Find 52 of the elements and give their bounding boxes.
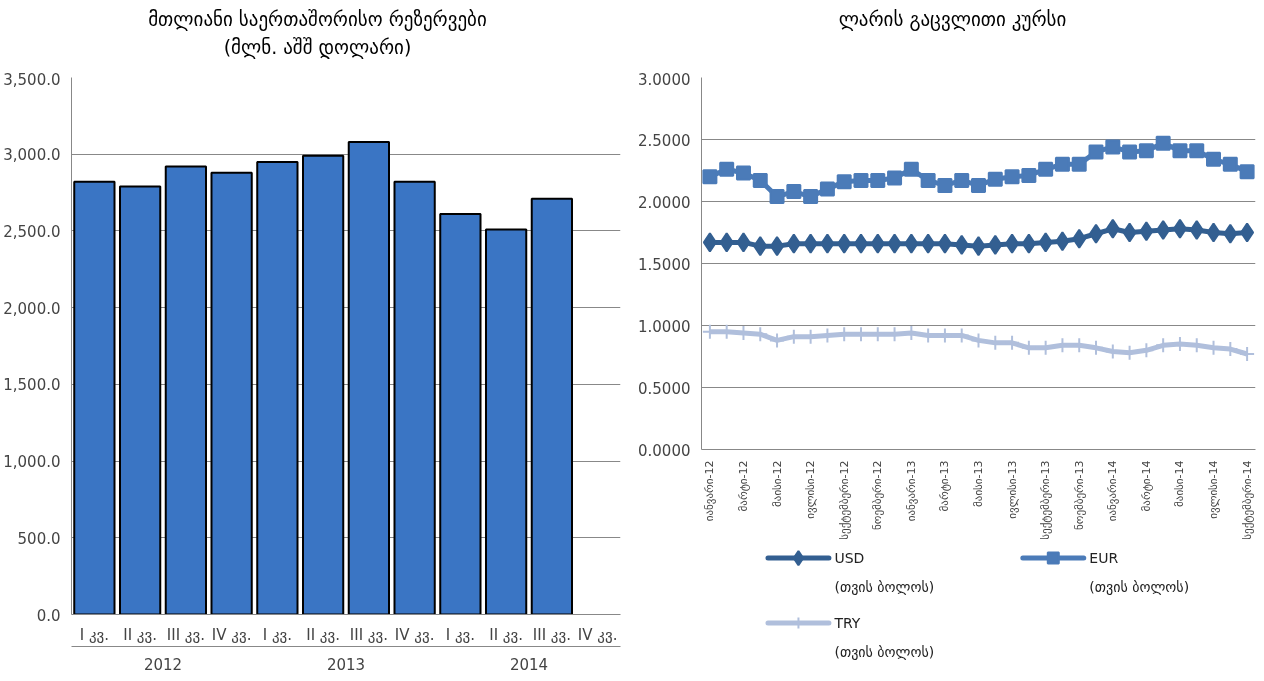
y-tick-label: 1,000.0	[3, 453, 61, 472]
chart-title: მთლიანი საერთაშორისო რეზერვები (მლნ. აშშ დოლარი)	[148, 7, 487, 61]
y-tick-label: 2.5000	[638, 131, 691, 150]
y-tick-label: 3.0000	[638, 70, 691, 89]
x-tick-label: IV კვ.	[394, 625, 435, 644]
x-tick-label: მარტი-14	[1139, 460, 1153, 512]
text: 2013	[326, 655, 366, 674]
legend-label: EUR (თვის ბოლოს)	[1089, 550, 1190, 595]
y-tick-label: 2.0000	[638, 193, 691, 212]
y-tick-label: 0.0000	[638, 441, 691, 460]
x-tick-label: იანვარი-12	[703, 460, 717, 522]
y-tick-label: 3,000.0	[3, 146, 61, 165]
x-tick-label: IV კვ.	[211, 625, 252, 644]
x-tick-label: იანვარი-13	[904, 460, 918, 522]
x-tick-label: II კვ.	[489, 625, 523, 644]
y-tick-label: 500.0	[17, 529, 61, 548]
x-tick-label: სექტემბერი-12	[837, 460, 851, 540]
x-tick-label: ივლისი-12	[804, 460, 818, 519]
x-tick-label: იანვარი-14	[1106, 460, 1120, 522]
y-tick-label: 0.5000	[638, 379, 691, 398]
x-tick-label: III კვ.	[532, 625, 571, 644]
x-tick-label: III კვ.	[349, 625, 388, 644]
y-tick-label: 1.0000	[638, 317, 691, 336]
legend-label: TRY (თვის ბოლოს)	[833, 615, 935, 660]
y-tick-label: 0.0	[36, 606, 61, 625]
x-tick-label: III კვ.	[166, 625, 205, 644]
y-tick-label: 1.5000	[638, 255, 691, 274]
x-tick-label: I კვ.	[445, 625, 476, 644]
chart-title: ლარის გაცვლითი კურსი	[838, 7, 1067, 33]
x-tick-label: მაისი-12	[770, 460, 784, 507]
x-tick-label: მარტი-13	[938, 460, 952, 512]
x-tick-label: IV კვ.	[577, 625, 618, 644]
x-tick-label: ნოემბერი-13	[1072, 460, 1086, 530]
y-tick-label: 2,000.0	[3, 299, 61, 318]
x-tick-label: მაისი-14	[1173, 460, 1187, 507]
text: 2014	[509, 655, 549, 674]
x-tick-label: სექტემბერი-14	[1240, 460, 1254, 540]
x-tick-label: მაისი-13	[972, 460, 985, 507]
x-tick-label: ივლისი-13	[1005, 460, 1019, 519]
x-tick-label: ივლისი-14	[1207, 460, 1221, 519]
y-tick-label: 2,500.0	[3, 222, 61, 241]
x-tick-label: მარტი-12	[736, 460, 750, 512]
y-tick-label: 3,500.0	[3, 70, 61, 89]
x-tick-label: II კვ.	[123, 625, 157, 644]
x-tick-label: სექტემბერი-13	[1039, 460, 1053, 540]
legend-label: USD (თვის ბოლოს)	[834, 550, 935, 595]
x-tick-label: I კვ.	[79, 625, 110, 644]
x-tick-label: I კვ.	[262, 625, 293, 644]
x-tick-label: ნოემბერი-12	[871, 460, 885, 530]
x-tick-label: II კვ.	[306, 625, 340, 644]
text: 2012	[143, 655, 183, 674]
y-tick-label: 1,500.0	[3, 376, 61, 395]
